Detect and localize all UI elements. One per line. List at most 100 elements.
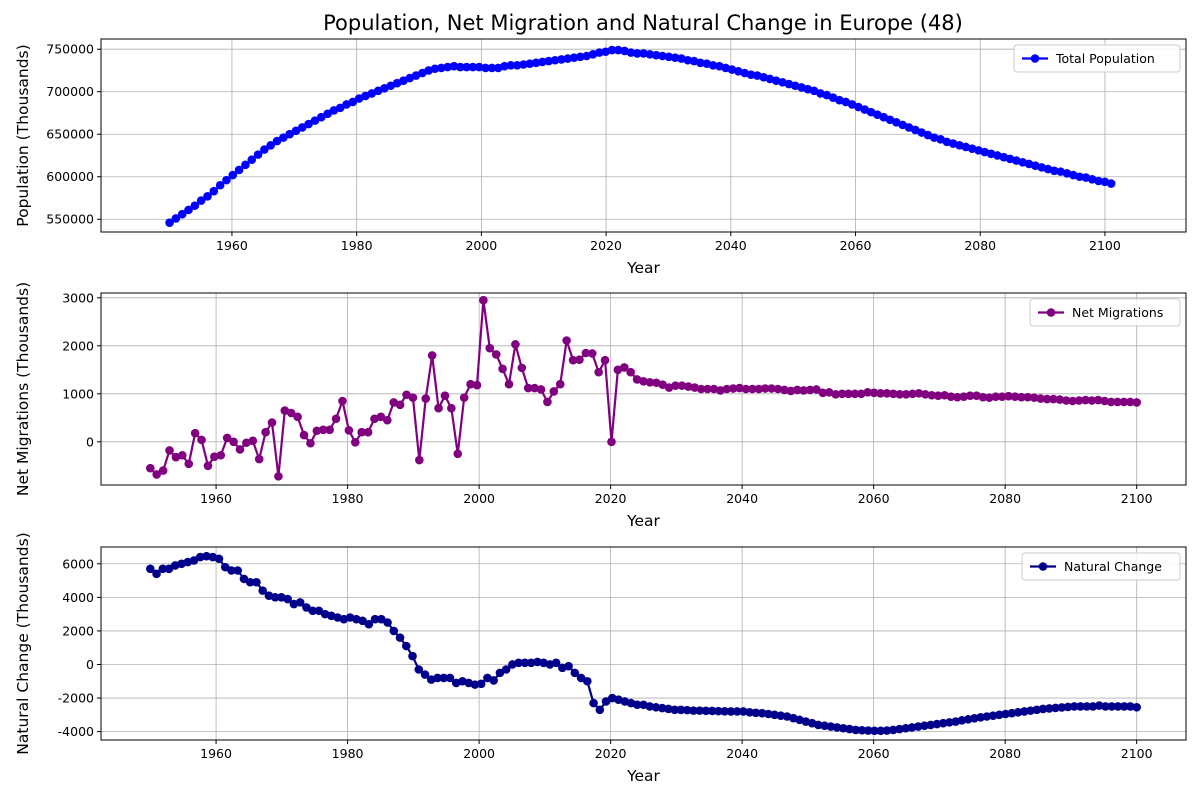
net-migrations-y-axis-label: Net Migrations (Thousands)	[14, 282, 32, 496]
net-migrations-data-point	[985, 393, 994, 402]
natural-change-data-point	[439, 673, 449, 683]
natural-change-data-point	[645, 702, 655, 711]
population-data-point	[222, 175, 231, 185]
natural-change-data-point	[938, 718, 948, 728]
net-migrations-data-point	[645, 377, 655, 387]
natural-change-data-point	[1063, 702, 1073, 712]
population-data-point	[177, 209, 187, 219]
net-migrations-data-point	[248, 436, 258, 446]
net-migrations-axes-frame	[100, 292, 1187, 486]
population-data-point	[544, 56, 554, 66]
net-migrations-data-point	[472, 380, 482, 390]
natural-change-data-point	[720, 707, 729, 716]
natural-change-data-point	[395, 633, 405, 642]
net-migrations-data-point	[312, 426, 322, 436]
population-data-point	[639, 49, 648, 58]
net-migrations-data-point	[658, 380, 668, 389]
net-migrations-data-point	[479, 295, 488, 305]
population-data-point	[215, 180, 225, 190]
natural-change-data-point	[851, 725, 861, 735]
net-migrations-data-point	[1061, 396, 1071, 405]
net-migrations-data-point	[536, 385, 546, 394]
net-migrations-data-point	[1042, 394, 1052, 404]
natural-change-data-point	[1119, 702, 1129, 711]
natural-change-data-point	[420, 670, 430, 679]
net-migrations-data-point	[517, 363, 527, 373]
natural-change-data-point	[689, 706, 698, 715]
net-migrations-data-point	[1049, 394, 1058, 404]
net-migrations-data-point	[792, 385, 802, 395]
population-data-point	[449, 61, 459, 71]
net-migrations-series	[146, 295, 1141, 481]
net-migrations-data-point	[146, 463, 155, 473]
net-migrations-data-point	[1074, 396, 1084, 405]
net-migrations-data-point	[440, 391, 450, 401]
natural-change-data-point	[1101, 702, 1110, 711]
net-migrations-data-point	[459, 393, 469, 402]
net-migrations-data-point	[921, 389, 930, 399]
net-migrations-y-tick-label: 2000	[62, 338, 94, 353]
population-data-point	[683, 55, 693, 65]
natural-change-legend: Natural Change	[1021, 552, 1181, 581]
natural-change-x-tick-label: 2020	[595, 746, 627, 761]
net-migrations-y-tick-label: 1000	[62, 386, 94, 401]
natural-change-data-point	[1076, 702, 1085, 711]
natural-change-y-tick-label: 4000	[62, 590, 94, 605]
natural-change-data-point	[152, 569, 161, 579]
net-migrations-data-point	[876, 389, 885, 398]
natural-change-legend-marker	[1038, 562, 1048, 571]
net-migrations-data-point	[543, 397, 552, 407]
natural-change-data-point	[283, 594, 292, 604]
net-migrations-data-point	[1113, 397, 1122, 407]
net-migrations-legend-box	[1029, 298, 1181, 327]
population-y-tick-label: 750000	[46, 42, 94, 57]
net-migrations-data-point	[427, 351, 437, 360]
natural-change-data-point	[476, 679, 486, 689]
net-migrations-data-point	[959, 392, 969, 401]
net-migrations-data-point	[235, 445, 245, 454]
natural-change-data-point	[1057, 703, 1067, 712]
net-migrations-data-point	[338, 396, 347, 406]
population-data-point	[512, 61, 522, 70]
population-data-point	[285, 129, 294, 139]
net-migrations-data-point	[1119, 397, 1129, 407]
net-migrations-x-tick-label: 2100	[1121, 491, 1153, 506]
natural-change-x-tick-label: 2100	[1121, 746, 1153, 761]
natural-change-y-axis-label: Natural Change (Thousands)	[14, 532, 32, 754]
net-migrations-data-point	[760, 384, 770, 393]
net-migrations-data-point	[363, 427, 373, 437]
population-y-tick-label: 700000	[46, 84, 94, 99]
net-migrations-data-point	[511, 340, 520, 349]
net-migrations-data-point	[184, 459, 194, 469]
net-migrations-data-point	[395, 400, 405, 410]
population-data-point	[184, 205, 193, 215]
natural-change-y-tick-label: -2000	[58, 691, 94, 706]
population-data-point	[651, 50, 661, 60]
net-migrations-data-point	[1132, 398, 1141, 407]
net-migrations-data-point	[447, 403, 456, 413]
natural-change-data-point	[1069, 702, 1079, 711]
net-migrations-data-point	[306, 438, 315, 448]
net-migrations-data-point	[600, 355, 610, 365]
net-migrations-data-point	[350, 437, 360, 447]
net-migrations-data-point	[780, 385, 789, 395]
population-data-point	[595, 48, 604, 57]
population-data-point	[664, 52, 674, 62]
population-x-tick-label: 1980	[341, 238, 373, 253]
net-migrations-data-point	[805, 385, 815, 395]
net-migrations-data-point	[466, 379, 475, 389]
population-y-tick-label: 600000	[46, 169, 94, 184]
population-x-tick-label: 1960	[216, 238, 248, 253]
natural-change-data-point	[751, 708, 761, 718]
population-data-point	[569, 53, 579, 62]
net-migrations-x-tick-label: 2000	[463, 491, 495, 506]
subplot-population: 1960 1980 2000 2020 2040 2060 2080 2100 550000 60…	[14, 38, 1187, 277]
natural-change-data-point	[1044, 704, 1054, 713]
natural-change-data-point	[632, 700, 642, 710]
subplot-panels: 1960 1980 2000 2020 2040 2060 2080 2100 550000 60…	[14, 38, 1187, 785]
net-migrations-data-point	[504, 379, 514, 389]
natural-change-data-point	[551, 658, 561, 668]
net-migrations-data-point	[1004, 391, 1013, 401]
population-data-point	[266, 140, 276, 150]
